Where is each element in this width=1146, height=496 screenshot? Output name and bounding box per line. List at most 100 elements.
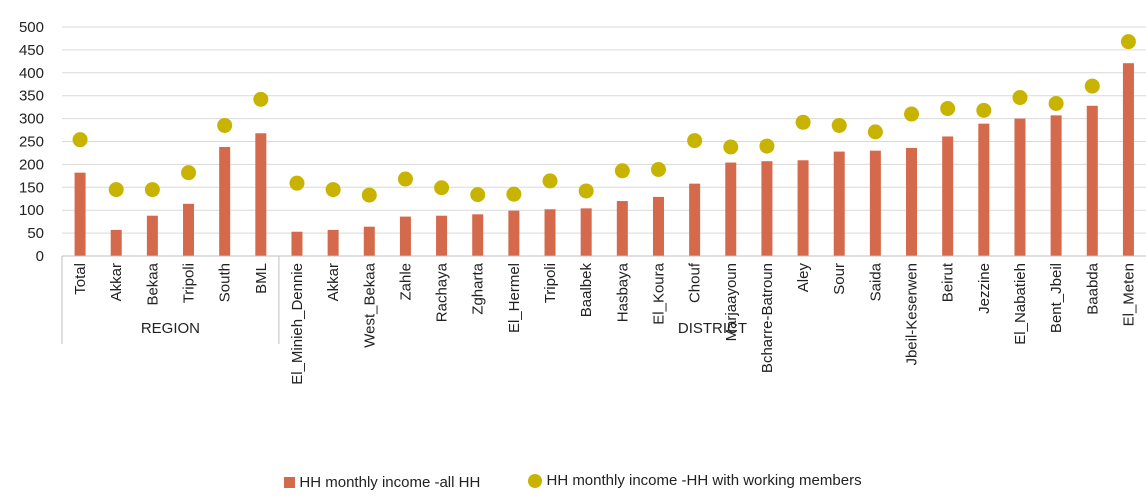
legend-label-working-hh: HH monthly income -HH with working membe… bbox=[546, 472, 862, 489]
bar bbox=[942, 136, 954, 256]
point bbox=[434, 180, 450, 196]
y-tick-label: 0 bbox=[36, 248, 44, 265]
legend-dot-swatch bbox=[528, 473, 543, 488]
x-tick-label: Tripoli bbox=[181, 263, 198, 303]
point bbox=[1012, 90, 1028, 106]
x-tick-label: Marjaayoun bbox=[723, 263, 740, 341]
bar bbox=[110, 229, 122, 256]
bar bbox=[183, 203, 195, 256]
x-tick-label: Akkar bbox=[325, 263, 342, 301]
bar bbox=[219, 146, 231, 256]
bar bbox=[291, 231, 303, 256]
point bbox=[542, 173, 558, 189]
point bbox=[361, 187, 377, 203]
x-tick-label: South bbox=[217, 263, 234, 302]
x-tick-label: Hasbaya bbox=[614, 262, 631, 322]
y-tick-label: 500 bbox=[19, 19, 44, 36]
y-tick-label: 250 bbox=[19, 134, 44, 151]
x-tick-label: Zgharta bbox=[470, 262, 487, 314]
x-tick-label: West_Bekaa bbox=[361, 262, 378, 347]
x-tick-label: Akkar bbox=[108, 263, 125, 301]
bar bbox=[436, 215, 448, 256]
point bbox=[687, 133, 703, 149]
x-tick-label: El_Nabatieh bbox=[1012, 263, 1029, 345]
point bbox=[904, 106, 920, 122]
bar bbox=[797, 160, 809, 256]
x-tick-label: Aley bbox=[795, 263, 812, 293]
y-tick-label: 450 bbox=[19, 42, 44, 59]
point bbox=[253, 91, 269, 107]
bar bbox=[1086, 105, 1098, 256]
x-tick-label: BML bbox=[253, 263, 270, 294]
x-tick-label: Bcharre-Batroun bbox=[759, 263, 776, 373]
point bbox=[108, 182, 124, 198]
x-tick-label: El_Koura bbox=[650, 262, 667, 324]
bar bbox=[544, 209, 556, 256]
point bbox=[397, 171, 413, 187]
bar bbox=[255, 133, 267, 256]
x-tick-label: Baabda bbox=[1084, 262, 1101, 314]
bar bbox=[652, 196, 664, 256]
x-tick-label: Baalbek bbox=[578, 263, 595, 318]
y-tick-label: 50 bbox=[27, 225, 44, 242]
bar bbox=[761, 161, 773, 256]
point bbox=[181, 165, 197, 181]
x-tick-label: Bekaa bbox=[144, 262, 161, 305]
y-tick-label: 400 bbox=[19, 65, 44, 82]
point bbox=[614, 163, 630, 179]
x-tick-label: Beirut bbox=[940, 262, 957, 302]
y-tick-label: 150 bbox=[19, 179, 44, 196]
point bbox=[325, 182, 341, 198]
bar bbox=[869, 150, 881, 256]
y-tick-label: 200 bbox=[19, 156, 44, 173]
x-tick-label: Total bbox=[72, 263, 89, 295]
point bbox=[1120, 34, 1136, 50]
bar bbox=[508, 210, 520, 256]
legend-item-working-hh: HH monthly income -HH with working membe… bbox=[528, 472, 862, 489]
x-tick-label: Bent_Jbeil bbox=[1048, 263, 1065, 333]
x-tick-label: El_Hermel bbox=[506, 263, 523, 333]
x-tick-label: Chouf bbox=[687, 262, 704, 303]
bar bbox=[1050, 115, 1062, 256]
group-label: REGION bbox=[141, 320, 200, 337]
point bbox=[72, 132, 88, 148]
group-label: DISTRICT bbox=[678, 320, 747, 337]
bar bbox=[978, 123, 990, 256]
x-tick-label: El_Minieh_Dennie bbox=[289, 263, 306, 385]
x-tick-label: Tripoli bbox=[542, 263, 559, 303]
bar bbox=[146, 215, 158, 256]
bar bbox=[74, 172, 86, 256]
bar bbox=[399, 216, 411, 256]
legend-item-all-hh: HH monthly income -all HH bbox=[284, 474, 480, 491]
point bbox=[650, 161, 666, 177]
bar bbox=[616, 201, 628, 256]
point bbox=[940, 101, 956, 117]
point bbox=[217, 117, 233, 133]
point bbox=[506, 186, 522, 202]
x-tick-label: Jbeil-Keserwen bbox=[904, 263, 921, 366]
point bbox=[723, 139, 739, 155]
point bbox=[289, 175, 305, 191]
bar bbox=[725, 162, 737, 256]
point bbox=[795, 114, 811, 130]
point bbox=[976, 102, 992, 118]
bar bbox=[833, 151, 845, 256]
bar bbox=[1122, 63, 1134, 256]
x-tick-label: Sour bbox=[831, 263, 848, 295]
bar bbox=[906, 147, 918, 256]
bar bbox=[472, 214, 484, 256]
legend-label-all-hh: HH monthly income -all HH bbox=[299, 473, 481, 491]
legend-bar-swatch bbox=[284, 476, 296, 488]
bar bbox=[1014, 118, 1026, 256]
x-tick-label: El_Meten bbox=[1120, 263, 1137, 326]
y-tick-label: 350 bbox=[19, 88, 44, 105]
income-chart: 0 50 100 150 200 250 300 350 400 450 500 Total Akkar… bbox=[19, 19, 1146, 385]
point bbox=[759, 138, 775, 154]
x-tick-label: Rachaya bbox=[434, 262, 451, 322]
x-tick-label: Jezzine bbox=[976, 263, 993, 314]
point bbox=[867, 124, 883, 140]
bar bbox=[327, 229, 339, 256]
point bbox=[1048, 95, 1064, 111]
y-tick-label: 100 bbox=[19, 202, 44, 219]
point bbox=[1084, 78, 1100, 94]
